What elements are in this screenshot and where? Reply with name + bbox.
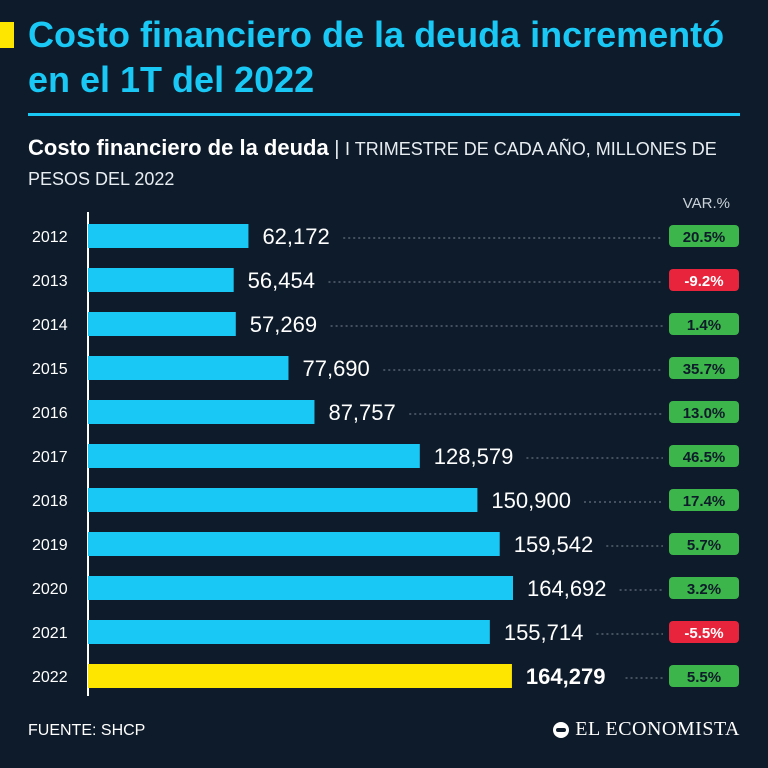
- headline-rule: [28, 113, 740, 116]
- change-label: -9.2%: [684, 273, 723, 290]
- bar-2021: [88, 620, 490, 644]
- change-label: 3.2%: [687, 581, 721, 598]
- headline-accent-bar: [0, 22, 14, 48]
- change-badge: [669, 621, 739, 643]
- bar-2015: [88, 356, 289, 380]
- value-label: 155,714: [504, 620, 584, 645]
- bar-2012: [88, 224, 249, 248]
- bar-2017: [88, 444, 420, 468]
- year-label: 2013: [32, 273, 68, 290]
- change-label: 17.4%: [683, 493, 726, 510]
- change-badge: [669, 533, 739, 555]
- bar-2020: [88, 576, 513, 600]
- year-label: 2019: [32, 537, 68, 554]
- change-label: 5.5%: [687, 669, 721, 686]
- change-badge: [669, 269, 739, 291]
- bar-2018: [88, 488, 478, 512]
- chart-title: Costo financiero de la deuda: [28, 135, 329, 160]
- year-label: 2015: [32, 361, 68, 378]
- value-label: 164,279: [526, 664, 606, 689]
- change-badge: [669, 445, 739, 467]
- year-label: 2017: [32, 449, 68, 466]
- brand-mark-icon: [553, 721, 570, 738]
- year-label: 2021: [32, 625, 68, 642]
- year-label: 2020: [32, 581, 68, 598]
- headline: Costo financiero de la deuda incrementó …: [28, 14, 725, 100]
- change-label: 35.7%: [683, 361, 726, 378]
- value-label: 164,692: [527, 576, 607, 601]
- change-badge: [669, 577, 739, 599]
- chart-subtitle: Costo financiero de la deuda | I TRIMEST…: [28, 133, 748, 194]
- year-label: 2012: [32, 229, 68, 246]
- bar-2019: [88, 532, 500, 556]
- value-label: 159,542: [514, 532, 594, 557]
- brand-name: EL ECONOMISTA: [575, 718, 740, 740]
- year-label: 2016: [32, 405, 68, 422]
- change-label: -5.5%: [684, 625, 723, 642]
- year-label: 2014: [32, 317, 68, 334]
- change-badge: [669, 357, 739, 379]
- change-label: 5.7%: [687, 537, 721, 554]
- change-label: 13.0%: [683, 405, 726, 422]
- brand-logo: EL ECONOMISTA: [553, 718, 740, 741]
- change-badge: [669, 665, 739, 687]
- change-badge: [669, 401, 739, 423]
- year-label: 2018: [32, 493, 68, 510]
- change-label: 20.5%: [683, 229, 726, 246]
- change-badge: [669, 489, 739, 511]
- bar-2014: [88, 312, 236, 336]
- value-label: 77,690: [302, 356, 369, 381]
- value-label: 128,579: [434, 444, 514, 469]
- value-label: 56,454: [248, 268, 315, 293]
- bar-2022: [88, 664, 512, 688]
- chart-subtitle-text: I TRIMESTRE DE CADA AÑO, MILLONES DE PES…: [28, 139, 717, 189]
- year-label: 2022: [32, 669, 68, 686]
- value-label: 150,900: [491, 488, 571, 513]
- value-label: 57,269: [250, 312, 317, 337]
- source-note: FUENTE: SHCP: [28, 722, 146, 739]
- value-label: 62,172: [262, 224, 329, 249]
- change-header: VAR.%: [683, 195, 730, 212]
- change-label: 46.5%: [683, 449, 726, 466]
- change-badge: [669, 313, 739, 335]
- value-label: 87,757: [328, 400, 395, 425]
- bar-2016: [88, 400, 315, 424]
- bar-2013: [88, 268, 234, 292]
- change-badge: [669, 225, 739, 247]
- subtitle-separator: |: [334, 138, 340, 160]
- change-label: 1.4%: [687, 317, 721, 334]
